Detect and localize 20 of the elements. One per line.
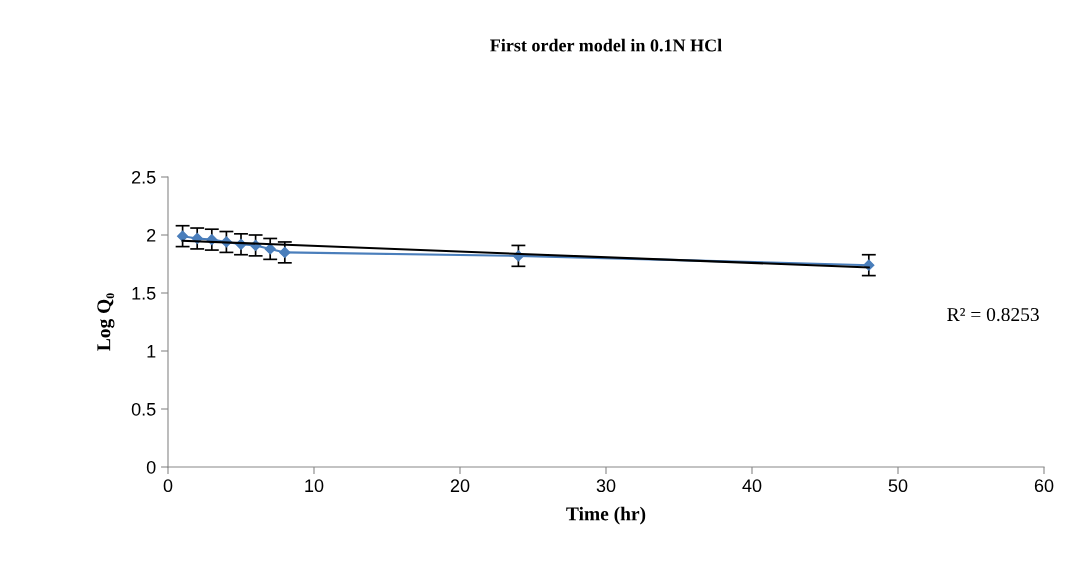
x-tick-label: 40 (742, 479, 762, 493)
x-tick-label: 10 (305, 479, 324, 493)
y-tick-label: 2.5 (132, 170, 156, 184)
y-axis-title: Log Q₀ (97, 293, 115, 351)
y-tick-label: 0.5 (131, 402, 156, 416)
x-tick-label: 60 (1034, 479, 1054, 493)
point (264, 243, 276, 255)
x-axis-title: Time (hr) (566, 506, 646, 525)
x-tick-label: 0 (163, 479, 173, 493)
x-tick-label: 50 (888, 479, 908, 493)
x-tick-label: 20 (450, 479, 470, 493)
y-tick-label: 0 (146, 460, 156, 474)
chart-title: First order model in 0.1N HCl (490, 38, 722, 52)
y-tick-label: 2 (147, 228, 156, 242)
point (279, 246, 291, 259)
annotation: R² = 0.8253 (947, 307, 1039, 322)
point (176, 230, 189, 242)
x-tick-label: 30 (596, 479, 616, 493)
y-tick-label: 1 (147, 345, 156, 358)
y-tick-label: 1.5 (132, 287, 156, 300)
